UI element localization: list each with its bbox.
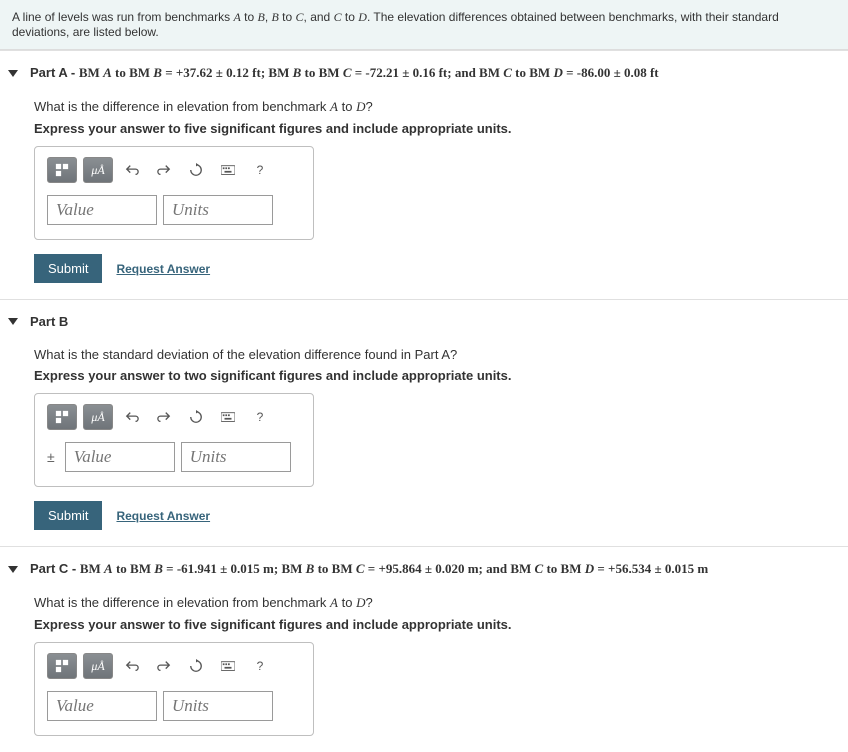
caret-down-icon xyxy=(8,318,18,325)
keyboard-button[interactable] xyxy=(215,157,241,183)
symbols-button[interactable]: μÅ xyxy=(83,653,113,679)
part-b-section: Part B What is the standard deviation of… xyxy=(0,299,848,546)
part-a-submit-button[interactable]: Submit xyxy=(34,254,102,283)
part-a-question: What is the difference in elevation from… xyxy=(34,99,848,115)
part-a-header[interactable]: Part A - BM A to BM B = +37.62 ± 0.12 ft… xyxy=(0,51,848,91)
reset-button[interactable] xyxy=(183,653,209,679)
part-c-answer-panel: μÅ ? xyxy=(34,642,314,736)
keyboard-button[interactable] xyxy=(215,404,241,430)
part-c-instruction: Express your answer to five significant … xyxy=(34,617,848,632)
templates-button[interactable] xyxy=(47,404,77,430)
intro-text: A line of levels was run from benchmarks… xyxy=(12,10,779,39)
part-c-units-input[interactable] xyxy=(163,691,273,721)
part-b-request-answer-link[interactable]: Request Answer xyxy=(116,509,210,523)
part-c-section: Part C - BM A to BM B = -61.941 ± 0.015 … xyxy=(0,546,848,752)
part-c-toolbar: μÅ ? xyxy=(47,653,301,679)
undo-button[interactable] xyxy=(119,404,145,430)
part-b-header[interactable]: Part B xyxy=(0,300,848,339)
symbols-button[interactable]: μÅ xyxy=(83,157,113,183)
part-b-units-input[interactable] xyxy=(181,442,291,472)
part-b-question: What is the standard deviation of the el… xyxy=(34,347,848,362)
help-button[interactable]: ? xyxy=(247,157,273,183)
part-b-answer-panel: μÅ ? ± xyxy=(34,393,314,487)
reset-button[interactable] xyxy=(183,404,209,430)
keyboard-button[interactable] xyxy=(215,653,241,679)
part-a-toolbar: μÅ ? xyxy=(47,157,301,183)
undo-button[interactable] xyxy=(119,653,145,679)
help-button[interactable]: ? xyxy=(247,653,273,679)
part-a-title: Part A - BM A to BM B = +37.62 ± 0.12 ft… xyxy=(30,65,659,81)
part-a-section: Part A - BM A to BM B = +37.62 ± 0.12 ft… xyxy=(0,50,848,299)
caret-down-icon xyxy=(8,70,18,77)
part-b-value-input[interactable] xyxy=(65,442,175,472)
part-b-title: Part B xyxy=(30,314,68,329)
part-a-answer-panel: μÅ ? xyxy=(34,146,314,240)
caret-down-icon xyxy=(8,566,18,573)
part-b-submit-button[interactable]: Submit xyxy=(34,501,102,530)
part-a-units-input[interactable] xyxy=(163,195,273,225)
part-c-header[interactable]: Part C - BM A to BM B = -61.941 ± 0.015 … xyxy=(0,547,848,587)
redo-button[interactable] xyxy=(151,157,177,183)
reset-button[interactable] xyxy=(183,157,209,183)
part-a-instruction: Express your answer to five significant … xyxy=(34,121,848,136)
plus-minus-label: ± xyxy=(47,449,55,465)
templates-button[interactable] xyxy=(47,653,77,679)
redo-button[interactable] xyxy=(151,404,177,430)
undo-button[interactable] xyxy=(119,157,145,183)
part-c-title: Part C - BM A to BM B = -61.941 ± 0.015 … xyxy=(30,561,708,577)
help-button[interactable]: ? xyxy=(247,404,273,430)
part-a-request-answer-link[interactable]: Request Answer xyxy=(116,262,210,276)
problem-intro: A line of levels was run from benchmarks… xyxy=(0,0,848,50)
symbols-button[interactable]: μÅ xyxy=(83,404,113,430)
part-c-value-input[interactable] xyxy=(47,691,157,721)
part-b-instruction: Express your answer to two significant f… xyxy=(34,368,848,383)
redo-button[interactable] xyxy=(151,653,177,679)
templates-button[interactable] xyxy=(47,157,77,183)
part-c-question: What is the difference in elevation from… xyxy=(34,595,848,611)
part-a-value-input[interactable] xyxy=(47,195,157,225)
part-b-toolbar: μÅ ? xyxy=(47,404,301,430)
